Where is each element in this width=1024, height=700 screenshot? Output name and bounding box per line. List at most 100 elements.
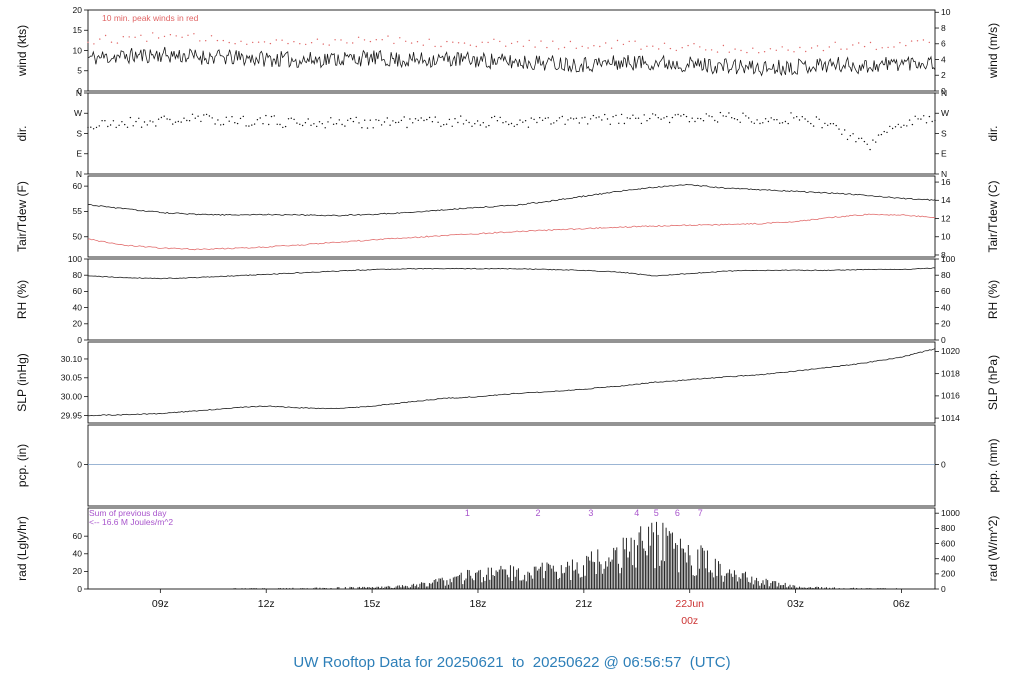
svg-text:1014: 1014	[941, 413, 960, 423]
svg-text:60: 60	[941, 286, 951, 296]
x-tick-label: 09z	[152, 598, 169, 610]
svg-text:15: 15	[73, 25, 83, 35]
axis-label-left-slp: SLP (inHg)	[15, 353, 29, 411]
svg-text:16: 16	[941, 177, 951, 187]
svg-text:E: E	[941, 149, 947, 159]
axis-label-right-slp: SLP (hPa)	[986, 355, 1000, 410]
axis-label-left-dir: dir.	[15, 125, 29, 141]
rad-hour-marker: 6	[675, 508, 680, 518]
svg-text:0: 0	[77, 459, 82, 469]
svg-text:8: 8	[941, 23, 946, 33]
rad-hour-marker: 4	[634, 508, 639, 518]
axis-label-right-rh: RH (%)	[986, 280, 1000, 319]
svg-text:80: 80	[73, 270, 83, 280]
axis-label-left-rh: RH (%)	[15, 280, 29, 319]
rad-annotation-1: <-- 16.6 M Joules/m^2	[89, 517, 173, 527]
svg-text:S: S	[941, 128, 947, 138]
rad-annotation-0: Sum of previous day	[89, 508, 167, 518]
panel-wind: 0 5 10 15 20 0 2 4 6 8 10 wind (kts) wind (m/s) 10 mi…	[15, 5, 1000, 96]
svg-text:1016: 1016	[941, 391, 960, 401]
svg-text:10: 10	[941, 7, 951, 17]
svg-text:0: 0	[77, 86, 82, 96]
svg-text:30.05: 30.05	[61, 373, 83, 383]
svg-text:N: N	[76, 169, 82, 179]
svg-text:8: 8	[941, 250, 946, 260]
svg-text:4: 4	[941, 54, 946, 64]
svg-text:40: 40	[73, 549, 83, 559]
axis-label-left-temp: Tair/Tdew (F)	[15, 181, 29, 252]
x-tick-label: 18z	[470, 598, 487, 610]
x-tick-label: 12z	[258, 598, 275, 610]
axis-label-right-rad: rad (W/m^2)	[986, 516, 1000, 582]
svg-text:20: 20	[73, 566, 83, 576]
svg-text:0: 0	[941, 459, 946, 469]
axis-label-right-pcp: pcp. (mm)	[986, 438, 1000, 492]
svg-text:1020: 1020	[941, 346, 960, 356]
x-tick-sublabel: 00z	[681, 615, 698, 627]
svg-text:14: 14	[941, 195, 951, 205]
svg-text:60: 60	[73, 286, 83, 296]
axis-label-left-wind: wind (kts)	[15, 25, 29, 77]
time-axis: 09z 12z 15z 18z 21z 22Jun 00z 03z 06z	[152, 589, 910, 627]
svg-text:N: N	[76, 88, 82, 98]
svg-text:30.00: 30.00	[61, 391, 83, 401]
x-tick-label: 15z	[364, 598, 381, 610]
svg-text:2: 2	[941, 70, 946, 80]
x-tick-label: 22Jun	[675, 598, 704, 610]
svg-text:20: 20	[73, 319, 83, 329]
svg-text:80: 80	[941, 270, 951, 280]
x-tick-label: 03z	[787, 598, 804, 610]
rad-hour-marker: 7	[698, 508, 703, 518]
svg-text:50: 50	[73, 232, 83, 242]
rad-hour-marker: 3	[588, 508, 593, 518]
svg-text:W: W	[74, 108, 82, 118]
svg-text:600: 600	[941, 538, 955, 548]
svg-text:100: 100	[941, 254, 955, 264]
rad-hour-marker: 2	[535, 508, 540, 518]
rad-hour-marker: 1	[465, 508, 470, 518]
svg-text:0: 0	[941, 335, 946, 345]
svg-text:0: 0	[77, 584, 82, 594]
svg-text:E: E	[76, 149, 82, 159]
panel-slp: 29.95 30.00 30.05 30.10 1014 1016 1018 1020 SLP …	[15, 341, 1000, 424]
svg-text:400: 400	[941, 554, 955, 564]
panel-pcp: 0 0 pcp. (in) pcp. (mm)	[15, 424, 1000, 507]
svg-text:0: 0	[77, 335, 82, 345]
chart-title: UW Rooftop Data for 20250621 to 20250622…	[293, 654, 731, 671]
panel-temp: 50 55 60 8 10 12 14 16 Tair/Tdew (F) Tair/Tdew (C…	[15, 175, 1000, 260]
axis-label-right-wind: wind (m/s)	[986, 23, 1000, 79]
svg-text:12: 12	[941, 213, 951, 223]
svg-text:40: 40	[941, 302, 951, 312]
svg-text:40: 40	[73, 302, 83, 312]
svg-text:6: 6	[941, 39, 946, 49]
wind-annotation: 10 min. peak winds in red	[102, 13, 199, 23]
svg-text:60: 60	[73, 181, 83, 191]
svg-text:1000: 1000	[941, 508, 960, 518]
axis-label-right-dir: dir.	[986, 125, 1000, 141]
svg-text:S: S	[76, 128, 82, 138]
svg-text:0: 0	[941, 86, 946, 96]
svg-text:55: 55	[73, 206, 83, 216]
x-tick-label: 21z	[575, 598, 592, 610]
svg-text:1018: 1018	[941, 368, 960, 378]
panel-rh: 0 20 40 60 80 100 0 20 40 60 80 100 RH (%) RH (%)	[15, 254, 1000, 345]
svg-text:200: 200	[941, 569, 955, 579]
svg-text:60: 60	[73, 531, 83, 541]
svg-text:100: 100	[68, 254, 82, 264]
svg-text:20: 20	[73, 5, 83, 15]
x-tick-label: 06z	[893, 598, 910, 610]
svg-text:29.95: 29.95	[61, 410, 83, 420]
svg-text:800: 800	[941, 523, 955, 533]
rad-hour-marker: 5	[654, 508, 659, 518]
svg-text:10: 10	[941, 232, 951, 242]
svg-text:30.10: 30.10	[61, 354, 83, 364]
svg-text:5: 5	[77, 66, 82, 76]
svg-text:20: 20	[941, 319, 951, 329]
axis-label-right-temp: Tair/Tdew (C)	[986, 180, 1000, 252]
svg-text:N: N	[941, 169, 947, 179]
svg-text:W: W	[941, 108, 949, 118]
